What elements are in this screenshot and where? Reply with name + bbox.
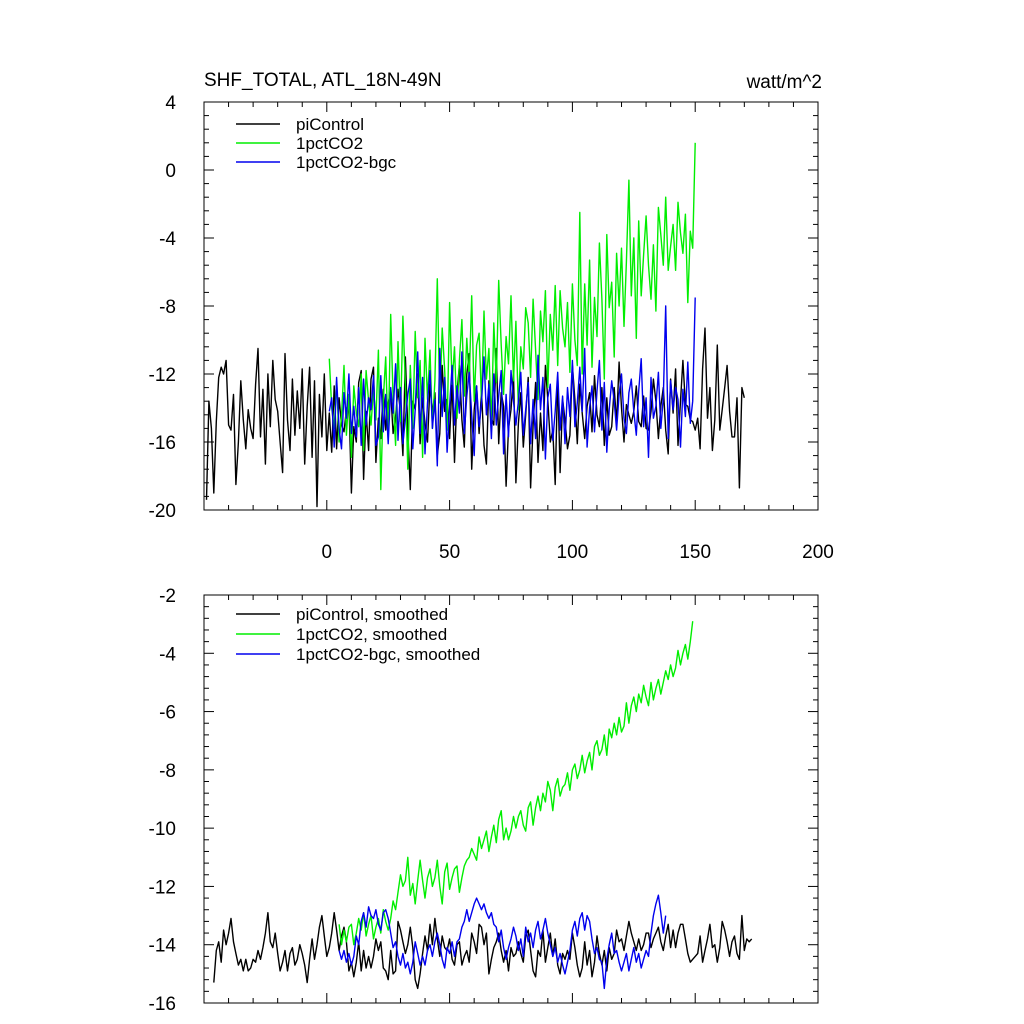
legend-label: 1pctCO2-bgc xyxy=(296,153,397,172)
y-tick-label: -20 xyxy=(149,501,176,522)
y-tick-label: -2 xyxy=(159,586,176,607)
y-tick-label: -4 xyxy=(159,229,176,250)
bottom-series-lines xyxy=(213,621,753,990)
y-tick-label: -10 xyxy=(149,819,176,840)
bottom-y-tick-labels: -16 -14 -12 -10 -8 -6 -4 -2 xyxy=(149,586,177,1015)
legend-label: 1pctCO2 xyxy=(296,134,363,153)
y-tick-label: 4 xyxy=(165,93,176,114)
legend-label: 1pctCO2, smoothed xyxy=(296,625,447,644)
y-tick-label: -16 xyxy=(149,433,176,454)
series-line-1pctco2 xyxy=(328,142,696,491)
y-tick-label: -4 xyxy=(159,644,176,665)
top-x-tick-labels: 0 50 100 150 200 xyxy=(322,542,834,563)
y-tick-label: -6 xyxy=(159,703,176,724)
series-line-picontrol-smoothed xyxy=(213,912,753,990)
y-tick-label: -12 xyxy=(149,365,176,386)
x-tick-label: 0 xyxy=(322,542,333,563)
top-panel: -20-16-12-8-404 0 50 100 150 200 piControl1p… xyxy=(149,93,834,563)
legend-label: piControl xyxy=(296,115,364,134)
y-tick-label: -16 xyxy=(149,994,176,1015)
y-tick-label: -8 xyxy=(159,297,176,318)
y-tick-label: -12 xyxy=(149,877,176,898)
series-line-1pctco2-smoothed xyxy=(338,621,694,946)
figure-title: SHF_TOTAL, ATL_18N-49N xyxy=(204,70,442,91)
y-tick-label: -14 xyxy=(149,936,177,957)
series-line-1pctco2-bgc xyxy=(328,297,696,467)
top-y-tick-labels: -20 -16 -12 -8 -4 0 4 xyxy=(149,93,177,522)
series-line-1pctco2-bgc-smoothed xyxy=(338,894,667,990)
bottom-panel: -16 -14 -12 -10 -8 -6 -4 -2 piControl, smoothed… xyxy=(149,586,819,1015)
y-tick-label: 0 xyxy=(165,161,176,182)
x-tick-label: 100 xyxy=(557,542,589,563)
top-axis-ticks xyxy=(204,101,819,511)
figure-units: watt/m^2 xyxy=(746,72,822,93)
bottom-plot-frame xyxy=(203,594,819,1004)
x-tick-label: 200 xyxy=(802,542,834,563)
x-tick-label: 50 xyxy=(439,542,460,563)
legend-label: 1pctCO2-bgc, smoothed xyxy=(296,645,480,664)
x-tick-label: 150 xyxy=(679,542,711,563)
y-tick-label: -8 xyxy=(159,761,176,782)
bottom-axis-ticks xyxy=(204,594,819,1004)
legend-label: piControl, smoothed xyxy=(296,605,448,624)
series-line-picontrol xyxy=(205,327,745,508)
top-series-lines xyxy=(205,142,745,508)
